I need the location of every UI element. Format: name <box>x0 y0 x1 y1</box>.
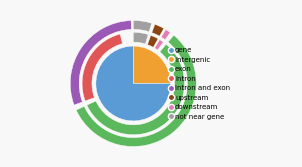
Wedge shape <box>70 21 131 105</box>
Wedge shape <box>133 46 171 84</box>
Wedge shape <box>161 30 170 40</box>
Wedge shape <box>82 34 123 101</box>
Wedge shape <box>147 35 158 47</box>
Wedge shape <box>152 24 164 36</box>
Legend: gene, intergenic, exon, intron, intron and exon, upstream, downstream, not near : gene, intergenic, exon, intron, intron a… <box>169 47 230 120</box>
Wedge shape <box>96 46 171 121</box>
Wedge shape <box>133 32 148 44</box>
Wedge shape <box>87 44 185 135</box>
Wedge shape <box>155 40 163 50</box>
Wedge shape <box>76 35 196 146</box>
Wedge shape <box>133 21 152 32</box>
